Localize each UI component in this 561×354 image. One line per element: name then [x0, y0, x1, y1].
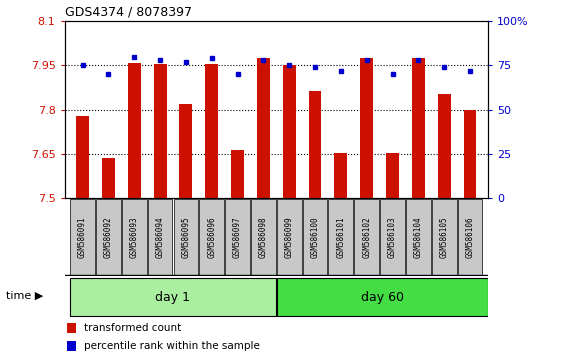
- Text: GSM586091: GSM586091: [78, 216, 87, 258]
- Text: GSM586099: GSM586099: [284, 216, 294, 258]
- FancyBboxPatch shape: [70, 199, 95, 275]
- Text: GSM586106: GSM586106: [466, 216, 475, 258]
- Text: GSM586103: GSM586103: [388, 216, 397, 258]
- FancyBboxPatch shape: [199, 199, 224, 275]
- Text: GSM586105: GSM586105: [440, 216, 449, 258]
- FancyBboxPatch shape: [122, 199, 146, 275]
- Text: GSM586096: GSM586096: [207, 216, 216, 258]
- FancyBboxPatch shape: [277, 199, 302, 275]
- FancyBboxPatch shape: [380, 199, 405, 275]
- Bar: [438, 93, 450, 198]
- Bar: [180, 104, 192, 198]
- Text: GSM586095: GSM586095: [181, 216, 190, 258]
- Text: percentile rank within the sample: percentile rank within the sample: [84, 341, 259, 351]
- FancyBboxPatch shape: [355, 199, 379, 275]
- Bar: [205, 64, 218, 198]
- Bar: [412, 58, 425, 198]
- Text: GSM586097: GSM586097: [233, 216, 242, 258]
- Bar: [277, 278, 488, 316]
- Bar: [67, 341, 76, 351]
- FancyBboxPatch shape: [328, 199, 353, 275]
- Bar: [128, 63, 141, 198]
- Text: GSM586093: GSM586093: [130, 216, 139, 258]
- Bar: [76, 116, 89, 198]
- Text: time ▶: time ▶: [6, 290, 43, 300]
- Bar: [257, 58, 270, 198]
- Bar: [463, 110, 476, 198]
- FancyBboxPatch shape: [458, 199, 482, 275]
- Bar: [309, 91, 321, 198]
- FancyBboxPatch shape: [173, 199, 198, 275]
- Bar: [360, 58, 373, 198]
- FancyBboxPatch shape: [148, 199, 172, 275]
- Bar: [154, 64, 167, 198]
- Bar: [67, 323, 76, 333]
- FancyBboxPatch shape: [432, 199, 457, 275]
- FancyBboxPatch shape: [251, 199, 276, 275]
- Text: day 60: day 60: [361, 291, 404, 304]
- Text: GSM586104: GSM586104: [414, 216, 423, 258]
- Bar: [334, 153, 347, 198]
- Bar: [386, 153, 399, 198]
- Text: GSM586100: GSM586100: [311, 216, 320, 258]
- Text: GSM586102: GSM586102: [362, 216, 371, 258]
- Bar: [102, 159, 115, 198]
- Text: GSM586092: GSM586092: [104, 216, 113, 258]
- FancyBboxPatch shape: [302, 199, 328, 275]
- Text: GSM586094: GSM586094: [155, 216, 164, 258]
- Bar: [70, 278, 276, 316]
- FancyBboxPatch shape: [406, 199, 431, 275]
- Bar: [231, 150, 244, 198]
- FancyBboxPatch shape: [225, 199, 250, 275]
- Text: day 1: day 1: [155, 291, 191, 304]
- Text: transformed count: transformed count: [84, 323, 181, 333]
- Text: GSM586098: GSM586098: [259, 216, 268, 258]
- FancyBboxPatch shape: [96, 199, 121, 275]
- Bar: [283, 65, 296, 198]
- Text: GSM586101: GSM586101: [337, 216, 346, 258]
- Text: GDS4374 / 8078397: GDS4374 / 8078397: [65, 6, 191, 19]
